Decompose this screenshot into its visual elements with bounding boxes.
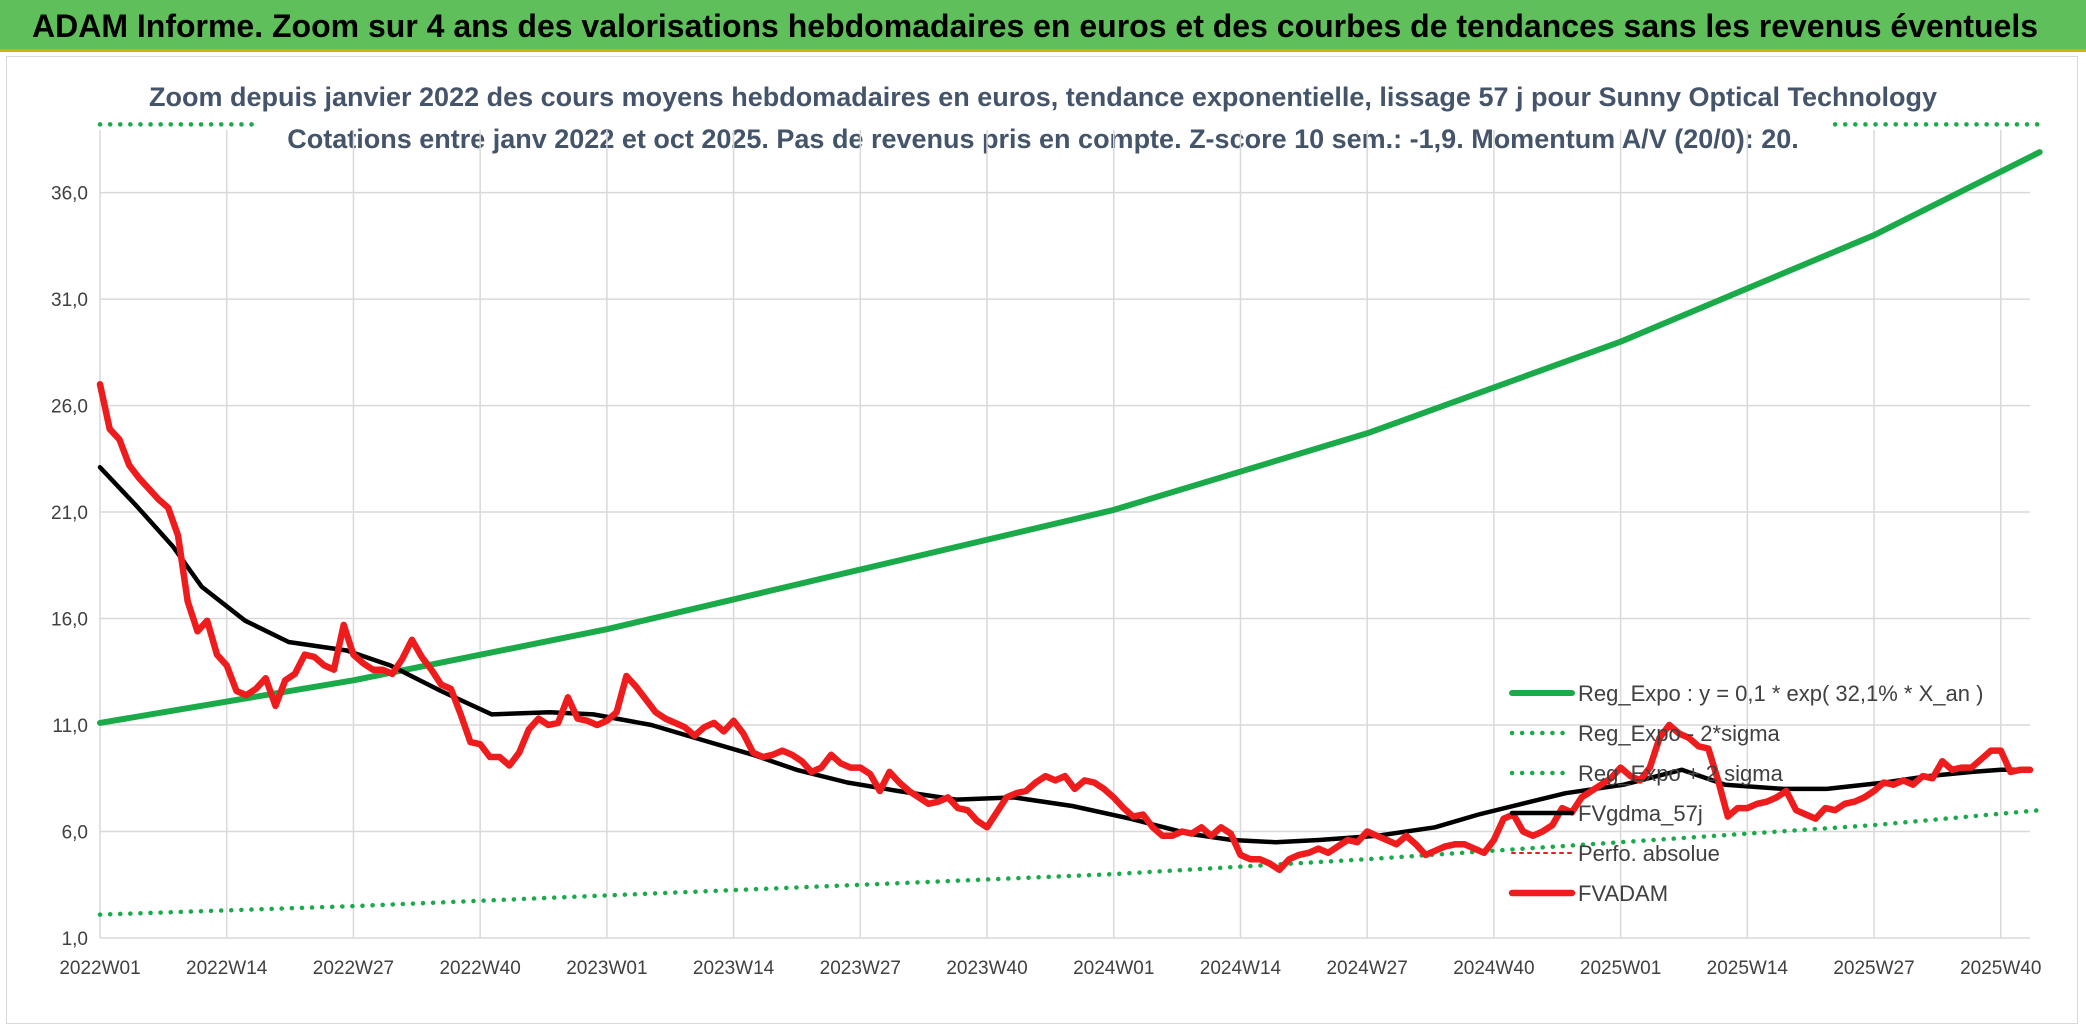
x-tick-label: 2024W27 xyxy=(1326,958,1407,979)
x-tick-label: 2022W01 xyxy=(59,958,140,979)
report-banner: ADAM Informe. Zoom sur 4 ans des valoris… xyxy=(0,0,2086,52)
series-line-1 xyxy=(97,807,2042,917)
x-tick-label: 2023W01 xyxy=(566,958,647,979)
y-tick-label: 21,0 xyxy=(51,503,88,524)
x-tick-label: 2024W01 xyxy=(1073,958,1154,979)
chart-subtitle: Cotations entre janv 2022 et oct 2025. P… xyxy=(287,124,1799,154)
grid-lines xyxy=(99,130,2030,939)
x-tick-label: 2022W14 xyxy=(186,958,268,979)
x-tick-label: 2022W40 xyxy=(439,958,520,979)
legend-label-4: Perfo. absolue xyxy=(1578,841,1720,866)
y-tick-label: 26,0 xyxy=(51,397,88,418)
x-tick-label: 2023W27 xyxy=(820,958,901,979)
x-tick-label: 2024W14 xyxy=(1200,958,1282,979)
y-tick-label: 6,0 xyxy=(62,823,88,844)
x-axis-labels: 2022W01 2022W14 2022W27 2022W40 2023W01 2023W… xyxy=(59,958,2041,979)
x-tick-label: 2023W14 xyxy=(693,958,775,979)
chart-title: Zoom depuis janvier 2022 des cours moyen… xyxy=(148,82,1937,112)
x-tick-label: 2022W27 xyxy=(313,958,394,979)
legend: Reg_Expo : y = 0,1 * exp( 32,1% * X_an )… xyxy=(1508,681,1983,906)
legend-label-0: Reg_Expo : y = 0,1 * exp( 32,1% * X_an ) xyxy=(1578,681,1983,706)
series-group xyxy=(96,122,2043,917)
series-line-0 xyxy=(97,149,2043,726)
x-tick-label: 2023W40 xyxy=(946,958,1027,979)
legend-label-1: Reg_Expo - 2*sigma xyxy=(1578,721,1781,746)
series-line-5 xyxy=(96,381,2034,874)
x-tick-label: 2025W01 xyxy=(1580,958,1661,979)
y-tick-label: 1,0 xyxy=(62,929,88,950)
x-tick-label: 2024W40 xyxy=(1453,958,1534,979)
x-tick-label: 2025W14 xyxy=(1707,958,1789,979)
x-tick-label: 2025W27 xyxy=(1833,958,1914,979)
series-line-3 xyxy=(97,465,2033,845)
legend-label-5: FVADAM xyxy=(1578,881,1668,906)
y-tick-label: 31,0 xyxy=(51,290,88,311)
legend-label-2: Reg_Expo + 2 sigma xyxy=(1578,761,1784,786)
y-axis-labels: 1,0 6,0 11,0 16,0 21,0 26,0 31,0 36,0 xyxy=(51,184,88,950)
chart-frame xyxy=(6,56,2078,1024)
report-title: ADAM Informe. Zoom sur 4 ans des valoris… xyxy=(32,8,2038,44)
y-tick-label: 16,0 xyxy=(51,610,88,631)
legend-label-3: FVgdma_57j xyxy=(1578,801,1703,826)
x-tick-label: 2025W40 xyxy=(1960,958,2041,979)
y-tick-label: 36,0 xyxy=(51,184,88,205)
y-tick-label: 11,0 xyxy=(52,716,88,737)
